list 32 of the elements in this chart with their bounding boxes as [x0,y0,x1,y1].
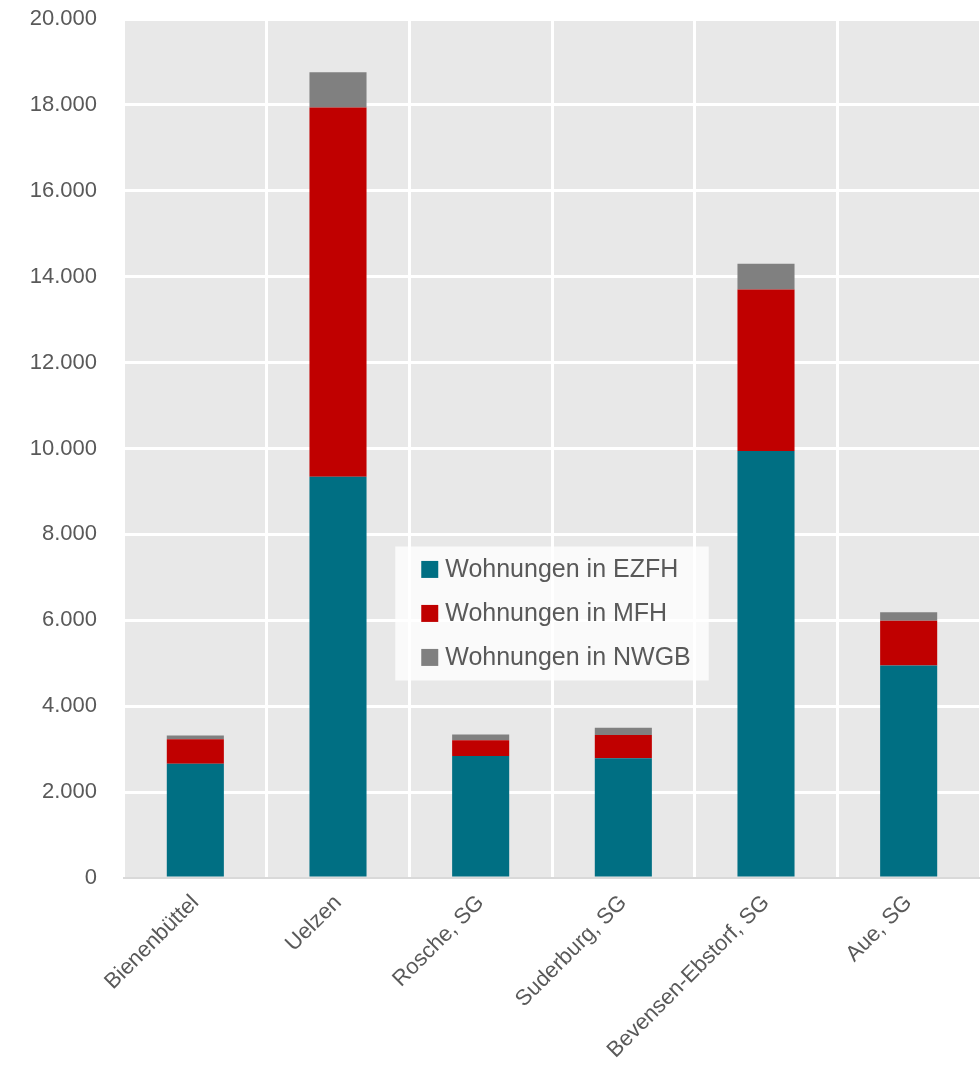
bar [880,612,938,621]
y-tick-label: 2.000 [41,778,97,804]
legend-label: Wohnungen in EZFH [445,554,679,583]
legend-label: Wohnungen in MFH [445,598,668,627]
bar [737,451,795,877]
bar [309,107,367,477]
bar [309,476,367,877]
y-tick-label: 10.000 [29,434,97,460]
bar [737,263,795,290]
bar [452,740,510,757]
bar [452,756,510,877]
y-tick-label: 4.000 [41,692,97,718]
y-tick-label: 14.000 [29,262,97,288]
y-tick-label: 20.000 [29,5,97,31]
y-tick-label: 0 [84,864,97,890]
bar [594,734,652,759]
bar [880,665,938,877]
bar [594,727,652,735]
bar [166,739,224,764]
y-tick-label: 8.000 [41,520,97,546]
y-tick-label: 6.000 [41,606,97,632]
y-tick-label: 12.000 [29,348,97,374]
y-tick-label: 18.000 [29,90,97,116]
bar [309,72,367,108]
bar [166,735,224,740]
x-tick-label: Aue, SG [840,889,917,966]
bar [737,289,795,452]
bar [880,620,938,666]
y-tick-label: 16.000 [29,176,97,202]
legend-label: Wohnungen in NWGB [445,642,691,671]
bar [166,763,224,877]
bar [594,758,652,877]
